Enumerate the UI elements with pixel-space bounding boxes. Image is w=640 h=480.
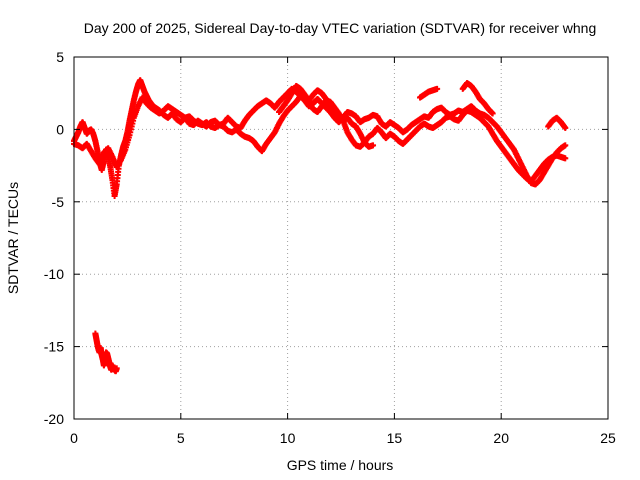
y-tick-label: 0 <box>56 121 64 137</box>
y-tick-label: -15 <box>44 339 64 355</box>
chart-title: Day 200 of 2025, Sidereal Day-to-day VTE… <box>84 20 597 36</box>
y-tick-label: -10 <box>44 266 64 282</box>
x-tick-label: 15 <box>387 430 403 446</box>
x-tick-label: 20 <box>493 430 509 446</box>
data-point <box>562 142 569 149</box>
x-tick-label: 5 <box>177 430 185 446</box>
y-axis-label: SDTVAR / TECUs <box>5 182 21 294</box>
y-tick-label: -5 <box>52 194 65 210</box>
x-axis-label: GPS time / hours <box>287 457 394 473</box>
data-series <box>71 77 569 375</box>
y-tick-label: -20 <box>44 411 64 427</box>
x-tick-label: 0 <box>70 430 78 446</box>
x-tick-label: 25 <box>600 430 616 446</box>
x-tick-labels: 0 5 10 15 20 25 <box>70 430 616 446</box>
y-tick-labels: -20 -15 -10 -5 0 5 <box>44 49 64 427</box>
x-tick-label: 10 <box>280 430 296 446</box>
grid-lines <box>74 57 608 419</box>
y-tick-label: 5 <box>56 49 64 65</box>
